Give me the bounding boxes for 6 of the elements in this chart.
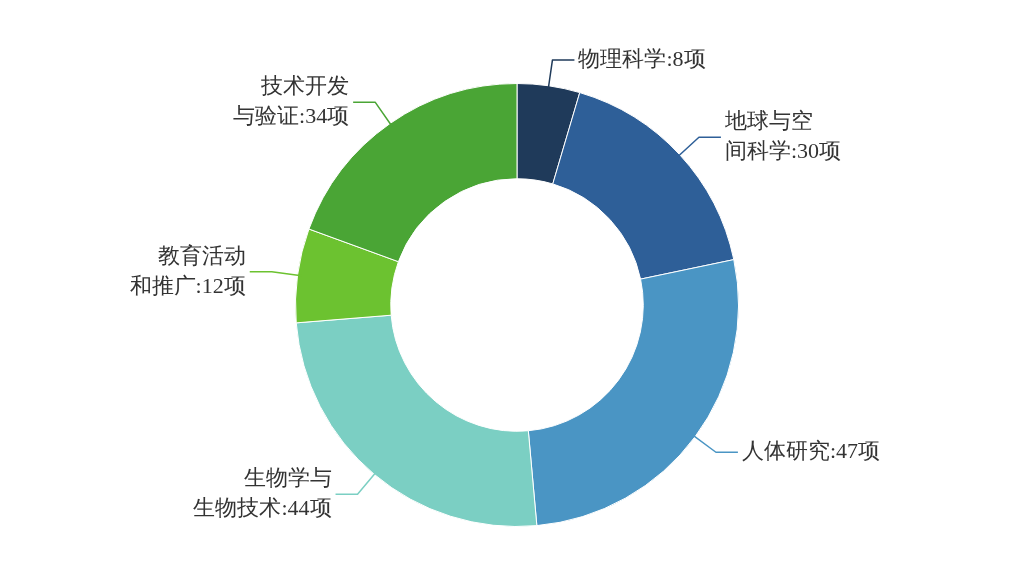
slice-label: 地球与空间科学:30项 bbox=[723, 107, 842, 163]
slice-label: 技术开发与验证:34项 bbox=[233, 72, 350, 128]
slice-label: 物理科学:8项 bbox=[578, 45, 706, 71]
slice-label: 人体研究:47项 bbox=[741, 438, 881, 464]
slice-label: 生物学与生物技术:44项 bbox=[193, 465, 332, 521]
slice-label: 教育活动和推广:12项 bbox=[129, 242, 246, 298]
